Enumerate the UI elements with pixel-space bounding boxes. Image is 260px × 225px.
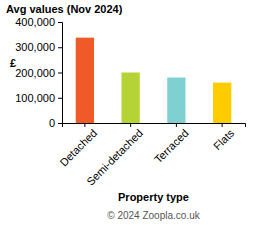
x-tick-mark (176, 123, 177, 127)
x-tick: Terraced (152, 123, 191, 166)
x-tick: Flats (211, 123, 237, 152)
y-tick: 300,000 (15, 41, 62, 53)
bar (167, 78, 185, 123)
y-tick-mark (58, 98, 62, 99)
y-tick: 100,000 (15, 92, 62, 104)
x-axis: DetachedSemi-detachedTerraced Flats (57, 123, 245, 188)
y-axis: 0 100,000 200,000 300,000 400,000 (15, 16, 62, 129)
y-tick-label: 0 (49, 117, 55, 129)
x-tick: Detached (57, 123, 99, 169)
x-tick-mark (130, 123, 131, 127)
y-tick-label: 200,000 (15, 67, 55, 79)
bar (121, 73, 139, 124)
title: Avg values (Nov 2024) (6, 3, 123, 15)
y-tick: 0 (49, 117, 62, 129)
y-tick: 200,000 (15, 67, 62, 79)
y-tick-label: 300,000 (15, 41, 55, 53)
x-tick: Semi-detached (84, 123, 145, 188)
y-axis-line (58, 23, 63, 124)
y-tick: 400,000 (15, 16, 62, 28)
chart: 0 100,000 200,000 300,000 400,000 DetachedSem… (0, 0, 260, 225)
y-tick-label: 100,000 (15, 92, 55, 104)
bars (76, 38, 232, 123)
y-tick-mark (58, 22, 62, 23)
x-tick-mark (222, 123, 223, 127)
x-tick-label: Detached (57, 127, 99, 169)
x-axis-title: Property type (118, 191, 189, 203)
y-tick-mark (58, 73, 62, 74)
annotation: © 2024 Zoopla.co.uk (107, 210, 200, 221)
x-tick-label: Terraced (152, 127, 191, 166)
x-tick-label: Semi-detached (84, 127, 145, 188)
x-tick-mark (84, 123, 85, 127)
y-axis-title: £ (10, 57, 16, 69)
y-tick-label: 400,000 (15, 16, 55, 28)
y-tick-mark (58, 123, 62, 124)
y-tick-mark (58, 47, 62, 48)
x-tick-label: Flats (211, 126, 237, 152)
bar (213, 83, 231, 123)
bar (76, 38, 94, 123)
plot: 0 100,000 200,000 300,000 400,000 DetachedSem… (15, 16, 245, 188)
